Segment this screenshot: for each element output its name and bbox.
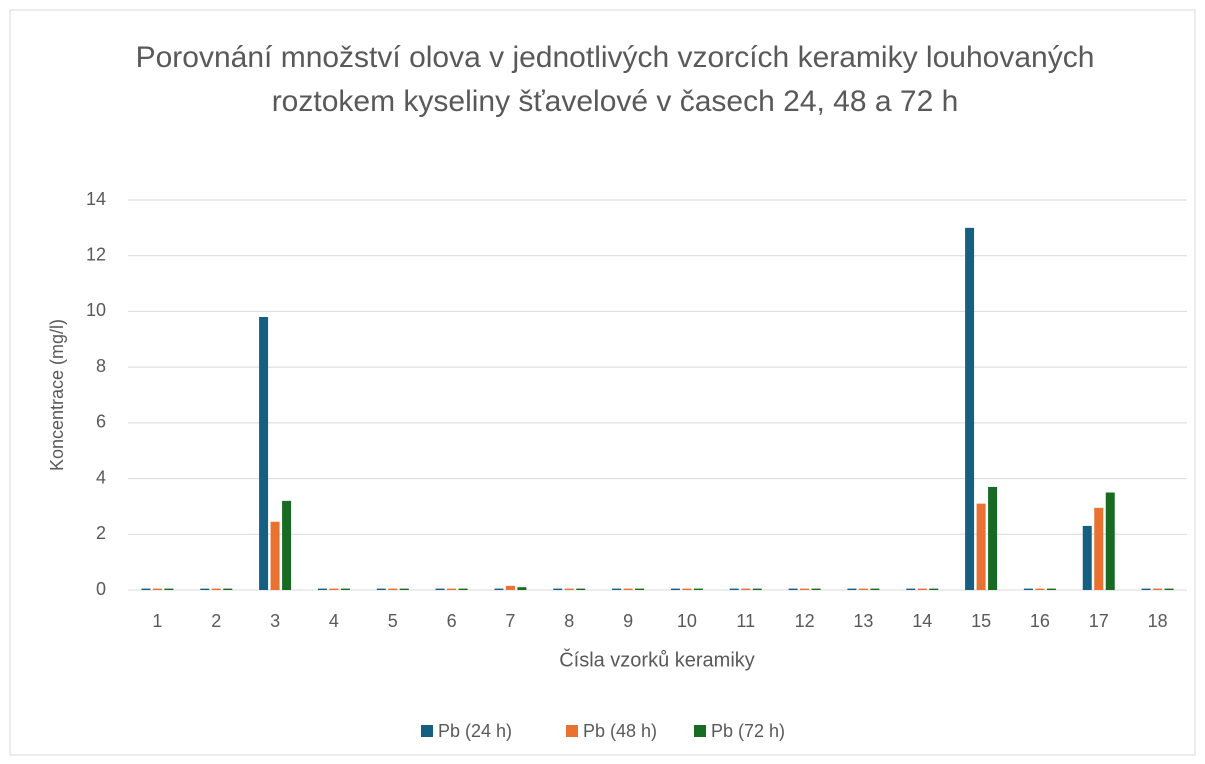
bar <box>223 588 233 590</box>
bar <box>211 588 221 590</box>
x-tick-label: 8 <box>564 611 574 631</box>
bar <box>965 227 975 590</box>
x-axis-label: Čísla vzorků keramiky <box>559 648 755 671</box>
x-tick-label: 18 <box>1148 611 1168 631</box>
bar <box>693 588 703 590</box>
bar <box>623 588 633 590</box>
bar <box>811 588 821 590</box>
bar <box>141 588 151 590</box>
bar <box>447 588 457 590</box>
x-tick-label: 13 <box>853 611 873 631</box>
bar <box>494 588 504 590</box>
chart-border <box>9 9 1196 756</box>
x-tick-label: 6 <box>447 611 457 631</box>
y-tick-label: 12 <box>86 244 106 264</box>
y-tick-label: 14 <box>86 189 106 209</box>
y-axis-label: Koncentrace (mg/l) <box>47 319 67 471</box>
bar <box>152 588 162 590</box>
x-tick-label: 10 <box>677 611 697 631</box>
bar <box>635 588 645 590</box>
bar <box>259 317 269 590</box>
bar <box>752 588 762 590</box>
bar <box>612 588 622 590</box>
bar <box>1153 588 1163 590</box>
bar <box>329 588 339 590</box>
bar <box>670 588 680 590</box>
x-tick-label: 2 <box>211 611 221 631</box>
bar <box>1035 588 1045 590</box>
bar <box>399 588 409 590</box>
bar <box>517 587 527 590</box>
bar <box>317 588 327 590</box>
chart-title: Porovnání množství olova v jednotlivých … <box>135 41 1095 118</box>
x-tick-label: 16 <box>1030 611 1050 631</box>
x-tick-label: 1 <box>152 611 162 631</box>
bar <box>576 588 586 590</box>
bar <box>988 486 998 590</box>
bar <box>1164 588 1174 590</box>
x-tick-label: 9 <box>623 611 633 631</box>
bar <box>788 588 798 590</box>
legend-swatch <box>566 725 578 737</box>
bar <box>435 588 445 590</box>
bar <box>729 588 739 590</box>
legend-label: Pb (48 h) <box>583 721 657 741</box>
bar <box>741 588 751 590</box>
bar <box>906 588 916 590</box>
bar <box>847 588 857 590</box>
y-tick-label: 2 <box>96 523 106 543</box>
y-tick-label: 4 <box>96 467 106 487</box>
bar <box>388 588 398 590</box>
bar <box>270 521 280 590</box>
bar <box>458 588 468 590</box>
y-tick-label: 6 <box>96 412 106 432</box>
y-tick-label: 8 <box>96 356 106 376</box>
bar <box>800 588 810 590</box>
bar <box>1105 492 1115 590</box>
bar <box>976 503 986 590</box>
x-tick-label: 17 <box>1089 611 1109 631</box>
bar <box>200 588 210 590</box>
bar <box>1094 507 1104 590</box>
x-tick-label: 5 <box>388 611 398 631</box>
y-tick-label: 0 <box>96 579 106 599</box>
bar <box>376 588 386 590</box>
bar <box>340 588 350 590</box>
bar <box>858 588 868 590</box>
bar <box>1046 588 1056 590</box>
bar <box>1082 525 1092 590</box>
bar <box>505 585 515 590</box>
legend-label: Pb (24 h) <box>438 721 512 741</box>
x-tick-label: 15 <box>971 611 991 631</box>
x-tick-label: 12 <box>795 611 815 631</box>
legend-label: Pb (72 h) <box>711 721 785 741</box>
x-tick-label: 7 <box>505 611 515 631</box>
bar <box>870 588 880 590</box>
x-tick-label: 3 <box>270 611 280 631</box>
bar <box>917 588 927 590</box>
x-tick-label: 11 <box>736 611 755 631</box>
bar <box>1141 588 1151 590</box>
bar <box>553 588 563 590</box>
x-tick-label: 4 <box>329 611 339 631</box>
legend-swatch <box>694 725 706 737</box>
bar <box>564 588 574 590</box>
y-tick-label: 10 <box>86 300 106 320</box>
bar <box>929 588 939 590</box>
bar <box>164 588 174 590</box>
x-tick-label: 14 <box>912 611 932 631</box>
bar <box>282 500 292 590</box>
legend-swatch <box>421 725 433 737</box>
bar <box>1023 588 1033 590</box>
bar <box>682 588 692 590</box>
